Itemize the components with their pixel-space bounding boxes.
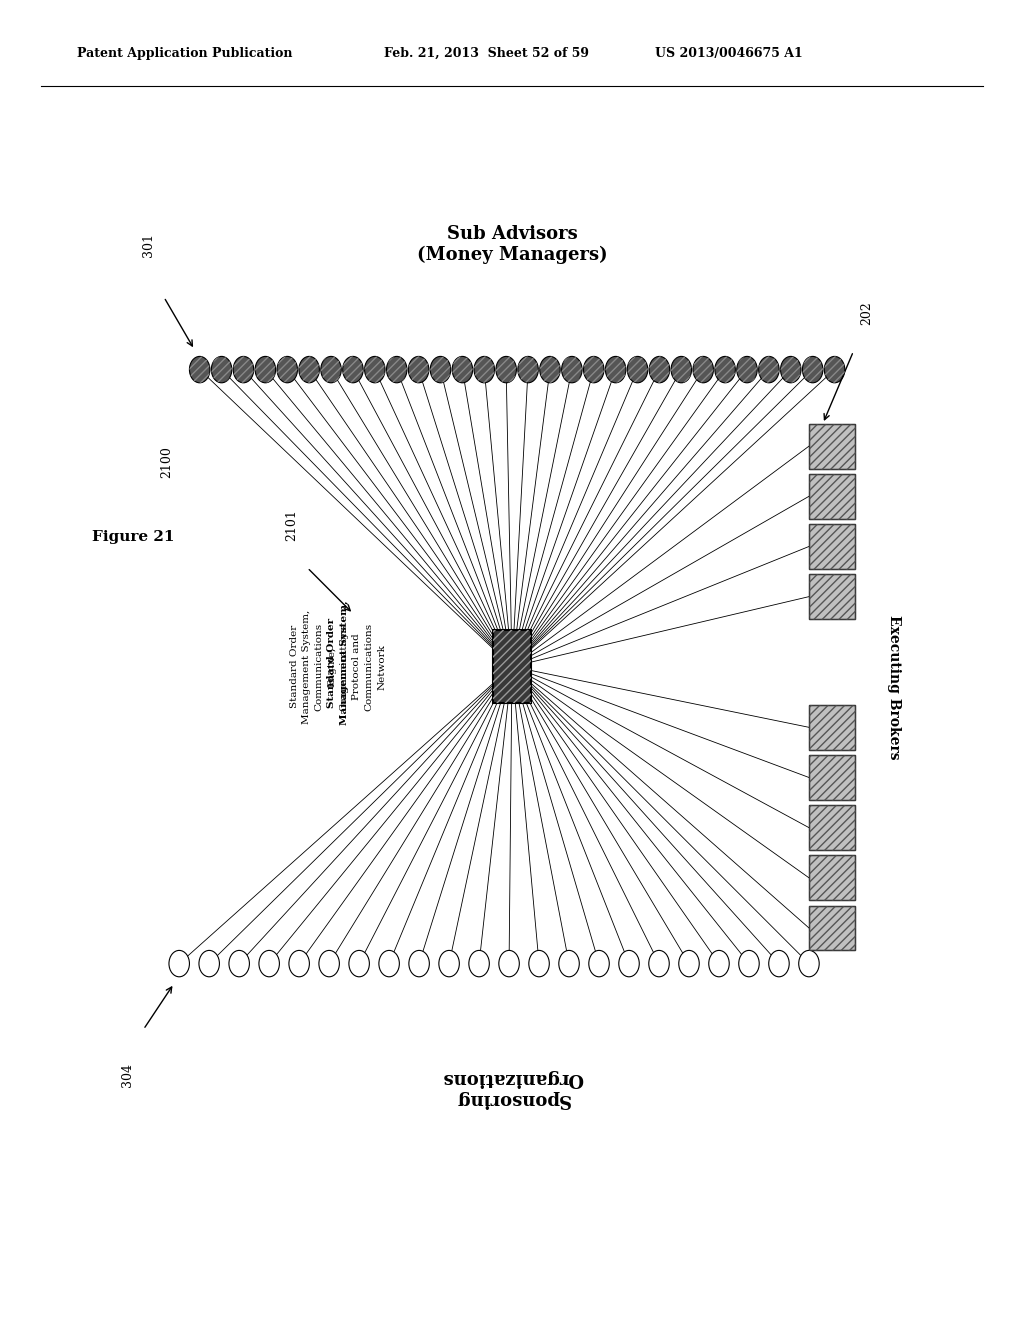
Bar bbox=[809, 755, 855, 800]
Circle shape bbox=[496, 356, 516, 383]
Bar bbox=[493, 631, 531, 704]
Circle shape bbox=[349, 950, 370, 977]
Bar bbox=[809, 474, 855, 519]
Circle shape bbox=[803, 356, 823, 383]
Bar bbox=[809, 574, 855, 619]
Bar bbox=[809, 424, 855, 469]
Text: 2101: 2101 bbox=[286, 510, 298, 541]
Circle shape bbox=[584, 356, 604, 383]
Circle shape bbox=[518, 356, 539, 383]
Circle shape bbox=[229, 950, 250, 977]
Circle shape bbox=[559, 950, 580, 977]
Text: Sub Advisors
(Money Managers): Sub Advisors (Money Managers) bbox=[417, 224, 607, 264]
Text: Feb. 21, 2013  Sheet 52 of 59: Feb. 21, 2013 Sheet 52 of 59 bbox=[384, 46, 589, 59]
Circle shape bbox=[233, 356, 254, 383]
Circle shape bbox=[343, 356, 364, 383]
Circle shape bbox=[299, 356, 319, 383]
Text: Sponsoring
Organizations: Sponsoring Organizations bbox=[441, 1069, 583, 1107]
Circle shape bbox=[679, 950, 699, 977]
Circle shape bbox=[289, 950, 309, 977]
Text: 301: 301 bbox=[142, 234, 155, 257]
Bar bbox=[809, 755, 855, 800]
Bar bbox=[809, 424, 855, 469]
Bar bbox=[809, 574, 855, 619]
Bar bbox=[809, 705, 855, 750]
Circle shape bbox=[561, 356, 582, 383]
Text: Executing Brokers: Executing Brokers bbox=[887, 615, 901, 759]
Circle shape bbox=[211, 356, 231, 383]
Bar bbox=[809, 855, 855, 900]
Bar bbox=[493, 631, 531, 704]
Text: Standard Order
Management System,
Communications
Engine,
Communications
Protocol: Standard Order Management System, Commun… bbox=[290, 610, 386, 723]
Circle shape bbox=[709, 950, 729, 977]
Circle shape bbox=[780, 356, 801, 383]
Text: Figure 21: Figure 21 bbox=[92, 531, 175, 544]
Circle shape bbox=[474, 356, 495, 383]
Circle shape bbox=[671, 356, 691, 383]
Bar bbox=[809, 855, 855, 900]
Circle shape bbox=[736, 356, 757, 383]
Bar bbox=[809, 705, 855, 750]
Circle shape bbox=[321, 356, 341, 383]
Circle shape bbox=[799, 950, 819, 977]
Circle shape bbox=[259, 950, 280, 977]
Circle shape bbox=[618, 950, 639, 977]
Text: US 2013/0046675 A1: US 2013/0046675 A1 bbox=[655, 46, 803, 59]
Text: 202: 202 bbox=[860, 301, 873, 325]
Circle shape bbox=[409, 356, 429, 383]
Circle shape bbox=[469, 950, 489, 977]
Text: 2100: 2100 bbox=[161, 446, 173, 478]
Circle shape bbox=[199, 950, 219, 977]
Circle shape bbox=[605, 356, 626, 383]
Circle shape bbox=[189, 356, 210, 383]
Bar bbox=[809, 906, 855, 950]
Text: Standard Order
Management System,: Standard Order Management System, bbox=[327, 601, 349, 725]
Circle shape bbox=[693, 356, 714, 383]
Circle shape bbox=[738, 950, 759, 977]
Circle shape bbox=[379, 950, 399, 977]
Circle shape bbox=[824, 356, 845, 383]
Circle shape bbox=[769, 950, 790, 977]
Bar bbox=[809, 524, 855, 569]
Bar bbox=[809, 805, 855, 850]
Circle shape bbox=[649, 356, 670, 383]
Circle shape bbox=[540, 356, 560, 383]
Circle shape bbox=[255, 356, 275, 383]
Circle shape bbox=[649, 950, 670, 977]
Circle shape bbox=[453, 356, 473, 383]
Bar bbox=[809, 524, 855, 569]
Text: 304: 304 bbox=[122, 1063, 134, 1086]
Circle shape bbox=[318, 950, 339, 977]
Bar bbox=[809, 474, 855, 519]
Bar bbox=[809, 805, 855, 850]
Circle shape bbox=[430, 356, 451, 383]
Circle shape bbox=[628, 356, 648, 383]
Circle shape bbox=[499, 950, 519, 977]
Circle shape bbox=[278, 356, 298, 383]
Circle shape bbox=[589, 950, 609, 977]
Circle shape bbox=[528, 950, 549, 977]
Circle shape bbox=[365, 356, 385, 383]
Circle shape bbox=[386, 356, 407, 383]
Circle shape bbox=[759, 356, 779, 383]
Circle shape bbox=[439, 950, 460, 977]
Circle shape bbox=[409, 950, 429, 977]
Circle shape bbox=[169, 950, 189, 977]
Circle shape bbox=[715, 356, 735, 383]
Bar bbox=[809, 906, 855, 950]
Text: Patent Application Publication: Patent Application Publication bbox=[77, 46, 292, 59]
